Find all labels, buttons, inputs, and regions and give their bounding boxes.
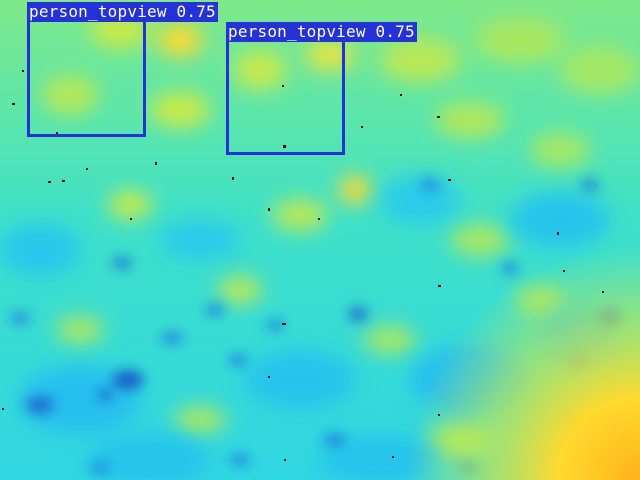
detection-label-2: person_topview 0.75 [226,22,417,42]
detection-box-2 [226,37,345,155]
noise-pixels [2,70,604,461]
detection-label-1: person_topview 0.75 [27,2,218,22]
detection-box-1 [27,18,146,137]
hot-corner [380,220,640,480]
